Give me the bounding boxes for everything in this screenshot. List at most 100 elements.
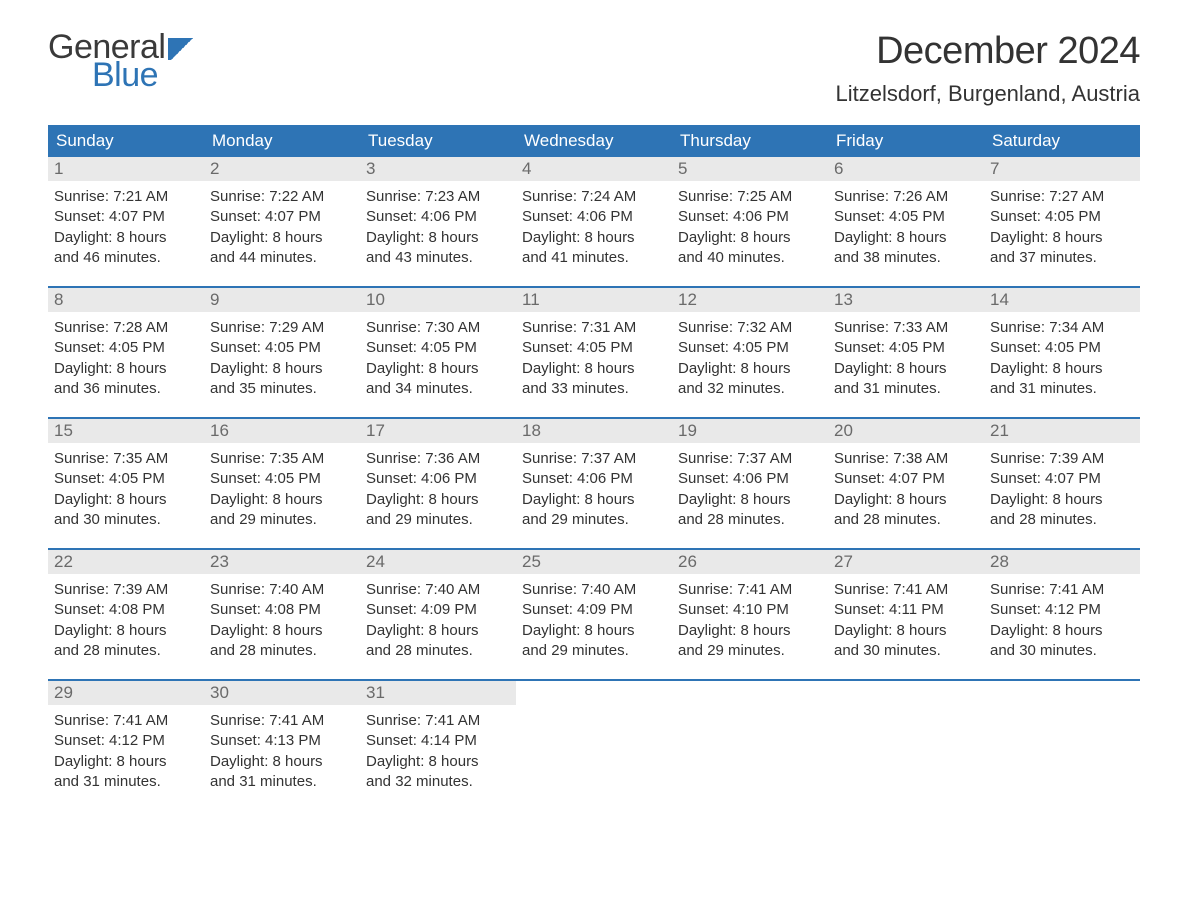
day-cell: 17Sunrise: 7:36 AMSunset: 4:06 PMDayligh… — [360, 419, 516, 534]
sunset-line: Sunset: 4:06 PM — [678, 207, 822, 227]
sunset-line: Sunset: 4:07 PM — [834, 469, 978, 489]
daylight-line-1: Daylight: 8 hours — [366, 359, 510, 379]
day-cell: 3Sunrise: 7:23 AMSunset: 4:06 PMDaylight… — [360, 157, 516, 272]
sunset-line: Sunset: 4:05 PM — [990, 338, 1134, 358]
sunset-line: Sunset: 4:09 PM — [366, 600, 510, 620]
day-cell: 2Sunrise: 7:22 AMSunset: 4:07 PMDaylight… — [204, 157, 360, 272]
dow-cell: Saturday — [984, 125, 1140, 157]
day-body: Sunrise: 7:21 AMSunset: 4:07 PMDaylight:… — [48, 181, 204, 272]
sunset-line: Sunset: 4:08 PM — [210, 600, 354, 620]
daylight-line-2: and 43 minutes. — [366, 248, 510, 268]
day-body: Sunrise: 7:37 AMSunset: 4:06 PMDaylight:… — [516, 443, 672, 534]
daylight-line-1: Daylight: 8 hours — [678, 359, 822, 379]
day-number: 16 — [204, 419, 360, 443]
page-title: December 2024 — [835, 30, 1140, 73]
daylight-line-2: and 41 minutes. — [522, 248, 666, 268]
sunrise-line: Sunrise: 7:38 AM — [834, 449, 978, 469]
dow-cell: Thursday — [672, 125, 828, 157]
daylight-line-2: and 38 minutes. — [834, 248, 978, 268]
sunrise-line: Sunrise: 7:41 AM — [678, 580, 822, 600]
sunset-line: Sunset: 4:05 PM — [834, 207, 978, 227]
daylight-line-1: Daylight: 8 hours — [210, 228, 354, 248]
day-body: Sunrise: 7:41 AMSunset: 4:14 PMDaylight:… — [360, 705, 516, 796]
day-cell: 5Sunrise: 7:25 AMSunset: 4:06 PMDaylight… — [672, 157, 828, 272]
sunrise-line: Sunrise: 7:41 AM — [366, 711, 510, 731]
daylight-line-1: Daylight: 8 hours — [210, 490, 354, 510]
day-cell: 31Sunrise: 7:41 AMSunset: 4:14 PMDayligh… — [360, 681, 516, 796]
day-cell: 19Sunrise: 7:37 AMSunset: 4:06 PMDayligh… — [672, 419, 828, 534]
day-number: 20 — [828, 419, 984, 443]
day-body: Sunrise: 7:30 AMSunset: 4:05 PMDaylight:… — [360, 312, 516, 403]
day-body: Sunrise: 7:25 AMSunset: 4:06 PMDaylight:… — [672, 181, 828, 272]
daylight-line-1: Daylight: 8 hours — [366, 228, 510, 248]
daylight-line-1: Daylight: 8 hours — [522, 228, 666, 248]
daylight-line-1: Daylight: 8 hours — [834, 490, 978, 510]
sunrise-line: Sunrise: 7:28 AM — [54, 318, 198, 338]
daylight-line-2: and 30 minutes. — [54, 510, 198, 530]
day-number — [672, 681, 828, 705]
day-body: Sunrise: 7:28 AMSunset: 4:05 PMDaylight:… — [48, 312, 204, 403]
day-number — [984, 681, 1140, 705]
daylight-line-1: Daylight: 8 hours — [366, 752, 510, 772]
day-body: Sunrise: 7:41 AMSunset: 4:12 PMDaylight:… — [48, 705, 204, 796]
day-body: Sunrise: 7:38 AMSunset: 4:07 PMDaylight:… — [828, 443, 984, 534]
sunrise-line: Sunrise: 7:35 AM — [54, 449, 198, 469]
day-body: Sunrise: 7:27 AMSunset: 4:05 PMDaylight:… — [984, 181, 1140, 272]
day-cell: 28Sunrise: 7:41 AMSunset: 4:12 PMDayligh… — [984, 550, 1140, 665]
daylight-line-2: and 40 minutes. — [678, 248, 822, 268]
sunset-line: Sunset: 4:06 PM — [366, 469, 510, 489]
sunset-line: Sunset: 4:12 PM — [54, 731, 198, 751]
daylight-line-1: Daylight: 8 hours — [210, 752, 354, 772]
day-number — [516, 681, 672, 705]
day-body: Sunrise: 7:40 AMSunset: 4:09 PMDaylight:… — [360, 574, 516, 665]
day-body: Sunrise: 7:29 AMSunset: 4:05 PMDaylight:… — [204, 312, 360, 403]
sunset-line: Sunset: 4:13 PM — [210, 731, 354, 751]
day-number — [828, 681, 984, 705]
sunset-line: Sunset: 4:06 PM — [678, 469, 822, 489]
day-number: 10 — [360, 288, 516, 312]
daylight-line-2: and 28 minutes. — [210, 641, 354, 661]
sunrise-line: Sunrise: 7:41 AM — [990, 580, 1134, 600]
daylight-line-2: and 32 minutes. — [366, 772, 510, 792]
week-row: 15Sunrise: 7:35 AMSunset: 4:05 PMDayligh… — [48, 417, 1140, 534]
daylight-line-1: Daylight: 8 hours — [366, 621, 510, 641]
sunrise-line: Sunrise: 7:31 AM — [522, 318, 666, 338]
sunrise-line: Sunrise: 7:32 AM — [678, 318, 822, 338]
daylight-line-1: Daylight: 8 hours — [366, 490, 510, 510]
day-number: 22 — [48, 550, 204, 574]
day-number: 24 — [360, 550, 516, 574]
daylight-line-1: Daylight: 8 hours — [54, 752, 198, 772]
day-body: Sunrise: 7:36 AMSunset: 4:06 PMDaylight:… — [360, 443, 516, 534]
daylight-line-1: Daylight: 8 hours — [210, 621, 354, 641]
day-body: Sunrise: 7:31 AMSunset: 4:05 PMDaylight:… — [516, 312, 672, 403]
daylight-line-1: Daylight: 8 hours — [834, 621, 978, 641]
sunset-line: Sunset: 4:05 PM — [522, 338, 666, 358]
day-number: 12 — [672, 288, 828, 312]
daylight-line-1: Daylight: 8 hours — [522, 621, 666, 641]
day-body: Sunrise: 7:23 AMSunset: 4:06 PMDaylight:… — [360, 181, 516, 272]
daylight-line-2: and 34 minutes. — [366, 379, 510, 399]
day-cell: 4Sunrise: 7:24 AMSunset: 4:06 PMDaylight… — [516, 157, 672, 272]
day-body: Sunrise: 7:41 AMSunset: 4:10 PMDaylight:… — [672, 574, 828, 665]
day-number: 18 — [516, 419, 672, 443]
day-number: 9 — [204, 288, 360, 312]
day-cell: 24Sunrise: 7:40 AMSunset: 4:09 PMDayligh… — [360, 550, 516, 665]
calendar: SundayMondayTuesdayWednesdayThursdayFrid… — [48, 125, 1140, 796]
day-body: Sunrise: 7:41 AMSunset: 4:13 PMDaylight:… — [204, 705, 360, 796]
header-right: December 2024 Litzelsdorf, Burgenland, A… — [835, 30, 1140, 107]
day-cell: 16Sunrise: 7:35 AMSunset: 4:05 PMDayligh… — [204, 419, 360, 534]
day-cell: 13Sunrise: 7:33 AMSunset: 4:05 PMDayligh… — [828, 288, 984, 403]
day-cell: 15Sunrise: 7:35 AMSunset: 4:05 PMDayligh… — [48, 419, 204, 534]
day-cell: 23Sunrise: 7:40 AMSunset: 4:08 PMDayligh… — [204, 550, 360, 665]
week-row: 29Sunrise: 7:41 AMSunset: 4:12 PMDayligh… — [48, 679, 1140, 796]
daylight-line-1: Daylight: 8 hours — [678, 228, 822, 248]
day-body: Sunrise: 7:22 AMSunset: 4:07 PMDaylight:… — [204, 181, 360, 272]
daylight-line-1: Daylight: 8 hours — [990, 490, 1134, 510]
week-row: 22Sunrise: 7:39 AMSunset: 4:08 PMDayligh… — [48, 548, 1140, 665]
day-body: Sunrise: 7:40 AMSunset: 4:08 PMDaylight:… — [204, 574, 360, 665]
sunrise-line: Sunrise: 7:25 AM — [678, 187, 822, 207]
week-row: 1Sunrise: 7:21 AMSunset: 4:07 PMDaylight… — [48, 157, 1140, 272]
day-of-week-header: SundayMondayTuesdayWednesdayThursdayFrid… — [48, 125, 1140, 157]
sunset-line: Sunset: 4:08 PM — [54, 600, 198, 620]
daylight-line-1: Daylight: 8 hours — [834, 228, 978, 248]
